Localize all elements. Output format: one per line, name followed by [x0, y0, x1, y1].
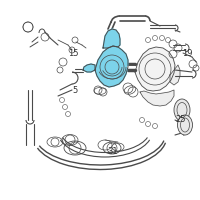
Text: 5: 5 [72, 86, 78, 95]
Text: 19: 19 [182, 49, 192, 58]
Polygon shape [103, 29, 120, 48]
Text: 25: 25 [176, 114, 186, 123]
Polygon shape [83, 64, 95, 72]
Text: 31: 31 [108, 146, 118, 156]
Polygon shape [170, 65, 180, 85]
Ellipse shape [174, 99, 190, 121]
Polygon shape [140, 90, 174, 106]
Polygon shape [95, 46, 128, 87]
Text: 15: 15 [68, 48, 78, 58]
Ellipse shape [178, 115, 192, 135]
Polygon shape [135, 47, 175, 91]
